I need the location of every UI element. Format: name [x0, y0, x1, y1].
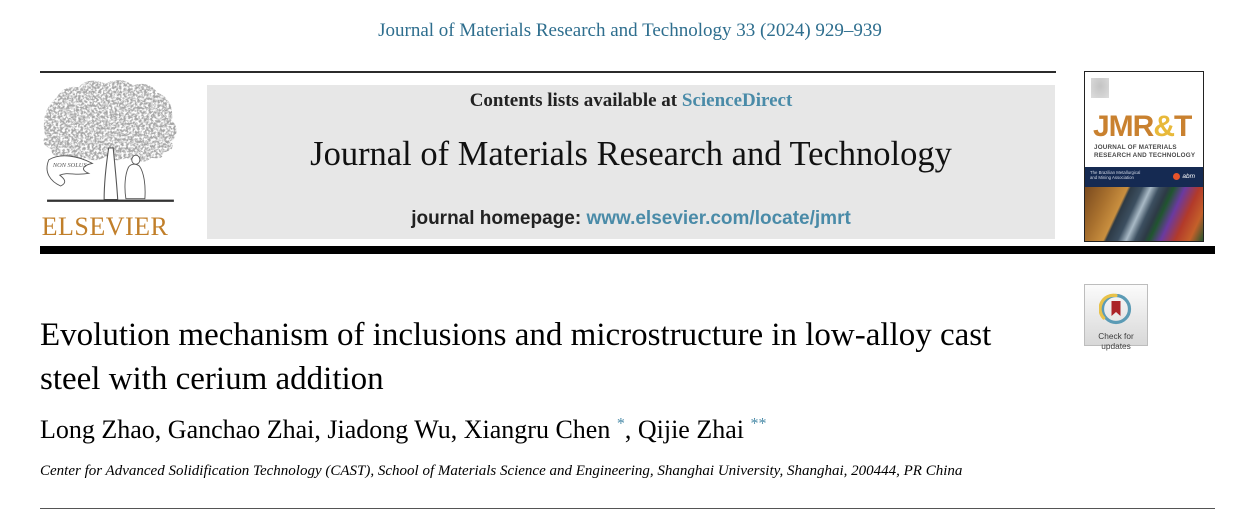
- svg-text:NON SOLUS: NON SOLUS: [52, 162, 87, 169]
